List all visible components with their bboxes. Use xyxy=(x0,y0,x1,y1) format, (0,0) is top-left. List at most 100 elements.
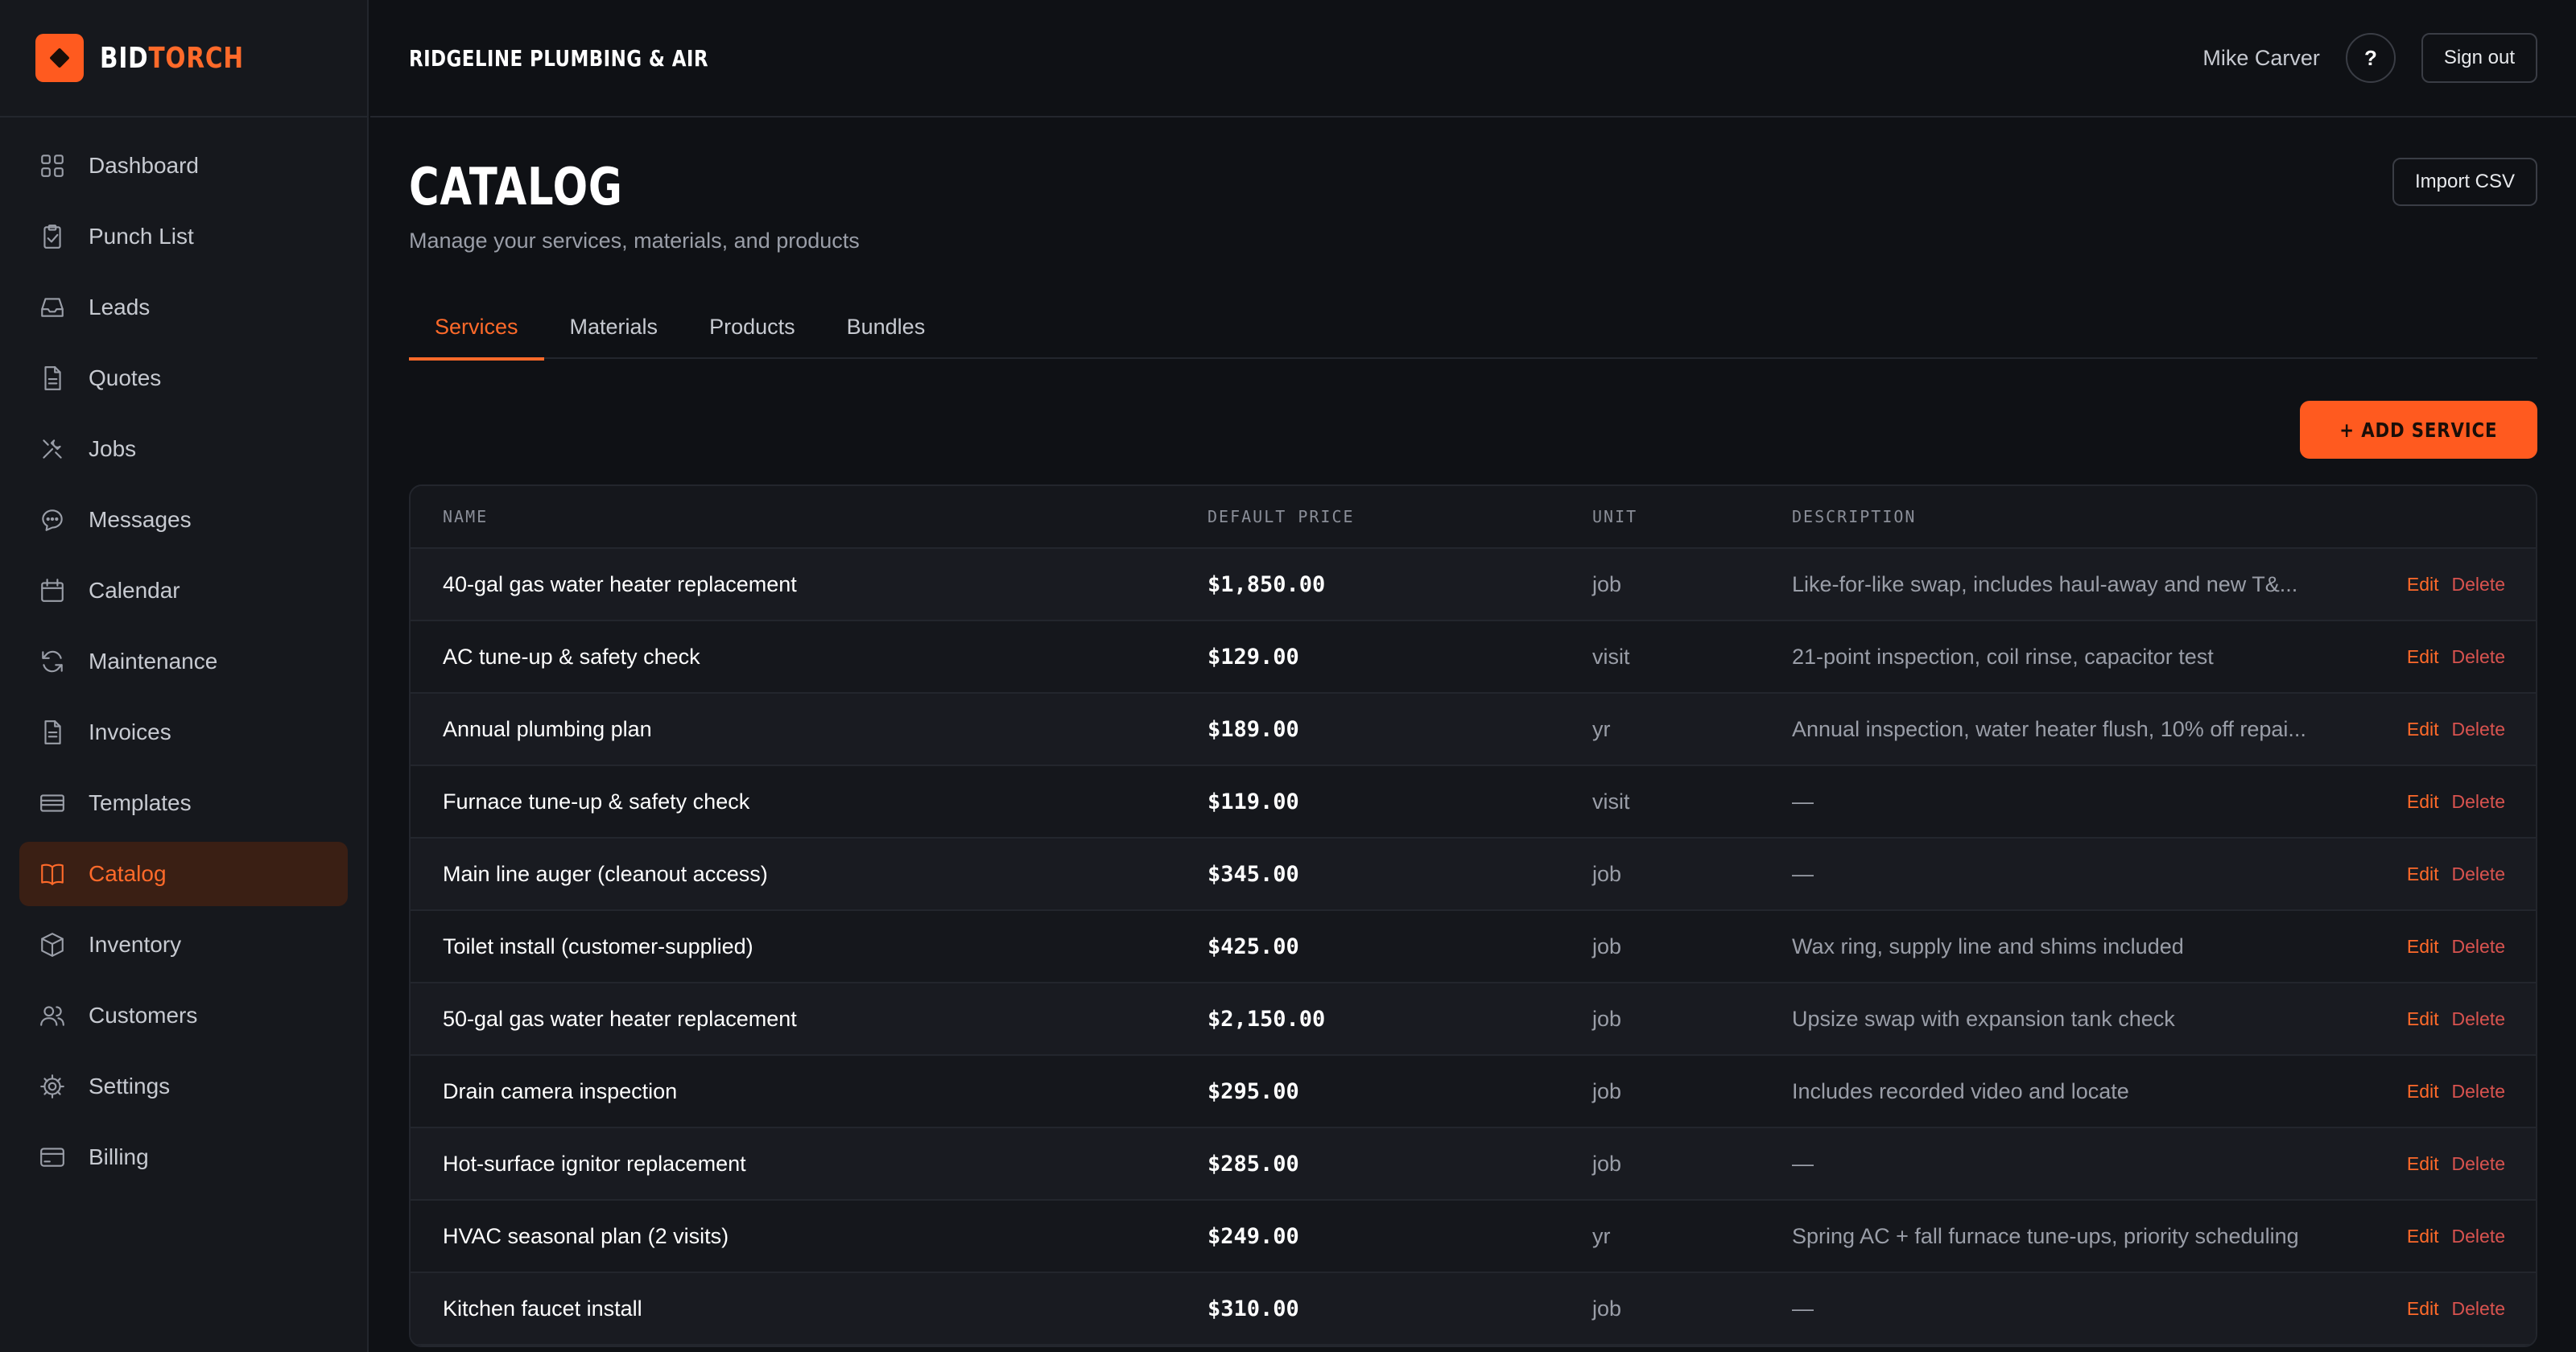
credit-card-icon xyxy=(39,1144,66,1171)
row-actions: Edit Delete xyxy=(2372,646,2536,668)
sidebar-item-dashboard[interactable]: Dashboard xyxy=(19,134,348,198)
row-actions: Edit Delete xyxy=(2372,1081,2536,1103)
service-price: $310.00 xyxy=(1208,1296,1299,1321)
table-row[interactable]: Annual plumbing plan $189.00 yr Annual insp… xyxy=(411,694,2536,766)
service-description: Like-for-like swap, includes haul-away a… xyxy=(1792,571,2298,596)
sidebar-item-calendar[interactable]: Calendar xyxy=(19,559,348,623)
column-header-unit[interactable]: UNIT xyxy=(1592,507,1638,526)
service-unit: visit xyxy=(1592,789,1630,814)
delete-button[interactable]: Delete xyxy=(2451,1152,2505,1174)
sidebar-item-label: Messages xyxy=(89,507,192,532)
service-name: Annual plumbing plan xyxy=(443,716,652,741)
table-row[interactable]: AC tune-up & safety check $129.00 visit 21-… xyxy=(411,621,2536,694)
row-actions: Edit Delete xyxy=(2372,864,2536,885)
edit-button[interactable]: Edit xyxy=(2406,573,2439,595)
inbox-icon xyxy=(39,294,66,321)
sidebar-item-label: Calendar xyxy=(89,578,180,603)
service-price: $345.00 xyxy=(1208,861,1299,887)
column-header-description[interactable]: DESCRIPTION xyxy=(1792,507,1917,526)
book-icon xyxy=(39,860,66,888)
edit-button[interactable]: Edit xyxy=(2406,645,2439,667)
sidebar-item-quotes[interactable]: Quotes xyxy=(19,346,348,410)
chat-bubble-icon xyxy=(39,506,66,534)
service-description: 21-point inspection, coil rinse, capacit… xyxy=(1792,644,2214,669)
catalog-tabs: Services Materials Products Bundles xyxy=(409,295,2537,361)
edit-button[interactable]: Edit xyxy=(2406,1297,2439,1319)
service-unit: job xyxy=(1592,861,1622,886)
service-description: Annual inspection, water heater flush, 1… xyxy=(1792,716,2306,741)
user-name: Mike Carver xyxy=(2202,45,2320,70)
edit-button[interactable]: Edit xyxy=(2406,790,2439,812)
import-csv-button[interactable]: Import CSV xyxy=(2392,158,2537,206)
sidebar-item-customers[interactable]: Customers xyxy=(19,983,348,1048)
tab-bundles[interactable]: Bundles xyxy=(846,314,926,339)
services-table: NAME DEFAULT PRICE UNIT DESCRIPTION 40-g… xyxy=(409,484,2537,1347)
edit-button[interactable]: Edit xyxy=(2406,863,2439,884)
delete-button[interactable]: Delete xyxy=(2451,935,2505,957)
table-row[interactable]: Furnace tune-up & safety check $119.00 vis… xyxy=(411,766,2536,839)
service-description: Includes recorded video and locate xyxy=(1792,1078,2129,1103)
sign-out-button[interactable]: Sign out xyxy=(2421,33,2537,83)
table-header: NAME DEFAULT PRICE UNIT DESCRIPTION xyxy=(411,486,2536,549)
sidebar-item-label: Invoices xyxy=(89,719,171,744)
delete-button[interactable]: Delete xyxy=(2451,1080,2505,1102)
service-name: 40-gal gas water heater replacement xyxy=(443,571,797,596)
tab-services[interactable]: Services xyxy=(409,295,544,361)
edit-button[interactable]: Edit xyxy=(2406,718,2439,740)
sidebar-item-maintenance[interactable]: Maintenance xyxy=(19,629,348,694)
tab-products[interactable]: Products xyxy=(709,314,795,339)
edit-button[interactable]: Edit xyxy=(2406,935,2439,957)
table-row[interactable]: Kitchen faucet install $310.00 job — Edit Del… xyxy=(411,1273,2536,1346)
edit-button[interactable]: Edit xyxy=(2406,1080,2439,1102)
service-name: HVAC seasonal plan (2 visits) xyxy=(443,1223,729,1248)
sidebar: BIDTORCH Dashboard Punch List Leads Quotes J… xyxy=(0,0,369,1352)
sidebar-item-settings[interactable]: Settings xyxy=(19,1054,348,1119)
sidebar-item-messages[interactable]: Messages xyxy=(19,488,348,552)
refresh-icon xyxy=(39,648,66,675)
page-subtitle: Manage your services, materials, and pro… xyxy=(409,229,860,253)
column-header-name[interactable]: NAME xyxy=(443,507,489,526)
table-row[interactable]: HVAC seasonal plan (2 visits) $249.00 yr Sp… xyxy=(411,1201,2536,1273)
service-unit: job xyxy=(1592,934,1622,958)
sidebar-item-templates[interactable]: Templates xyxy=(19,771,348,835)
sidebar-item-label: Inventory xyxy=(89,932,182,957)
delete-button[interactable]: Delete xyxy=(2451,573,2505,595)
table-row[interactable]: 40-gal gas water heater replacement $1,85… xyxy=(411,549,2536,621)
help-button[interactable]: ? xyxy=(2345,33,2396,83)
sidebar-item-invoices[interactable]: Invoices xyxy=(19,700,348,765)
row-actions: Edit Delete xyxy=(2372,574,2536,596)
service-price: $129.00 xyxy=(1208,644,1299,670)
delete-button[interactable]: Delete xyxy=(2451,863,2505,884)
table-row[interactable]: 50-gal gas water heater replacement $2,15… xyxy=(411,983,2536,1056)
edit-button[interactable]: Edit xyxy=(2406,1152,2439,1174)
table-row[interactable]: Toilet install (customer-supplied) $425.0… xyxy=(411,911,2536,983)
delete-button[interactable]: Delete xyxy=(2451,790,2505,812)
sidebar-item-leads[interactable]: Leads xyxy=(19,275,348,340)
table-row[interactable]: Drain camera inspection $295.00 job Include… xyxy=(411,1056,2536,1128)
tab-materials[interactable]: Materials xyxy=(569,314,658,339)
table-row[interactable]: Main line auger (cleanout access) $345.00… xyxy=(411,839,2536,911)
edit-button[interactable]: Edit xyxy=(2406,1225,2439,1247)
gear-icon xyxy=(39,1073,66,1100)
service-unit: job xyxy=(1592,571,1622,596)
edit-button[interactable]: Edit xyxy=(2406,1008,2439,1029)
brand[interactable]: BIDTORCH xyxy=(0,0,367,117)
brand-name: BIDTORCH xyxy=(100,41,244,75)
sidebar-item-catalog[interactable]: Catalog xyxy=(19,842,348,906)
sidebar-item-billing[interactable]: Billing xyxy=(19,1125,348,1189)
delete-button[interactable]: Delete xyxy=(2451,645,2505,667)
sidebar-item-punch-list[interactable]: Punch List xyxy=(19,204,348,269)
clipboard-check-icon xyxy=(39,223,66,250)
delete-button[interactable]: Delete xyxy=(2451,1297,2505,1319)
sidebar-item-jobs[interactable]: Jobs xyxy=(19,417,348,481)
delete-button[interactable]: Delete xyxy=(2451,1225,2505,1247)
add-service-button[interactable]: + ADD SERVICE xyxy=(2300,401,2537,459)
service-price: $189.00 xyxy=(1208,716,1299,742)
column-header-price[interactable]: DEFAULT PRICE xyxy=(1208,507,1355,526)
delete-button[interactable]: Delete xyxy=(2451,718,2505,740)
delete-button[interactable]: Delete xyxy=(2451,1008,2505,1029)
sidebar-item-inventory[interactable]: Inventory xyxy=(19,913,348,977)
table-row[interactable]: Hot-surface ignitor replacement $285.00 jo… xyxy=(411,1128,2536,1201)
calendar-icon xyxy=(39,577,66,604)
sidebar-item-label: Catalog xyxy=(89,861,167,886)
